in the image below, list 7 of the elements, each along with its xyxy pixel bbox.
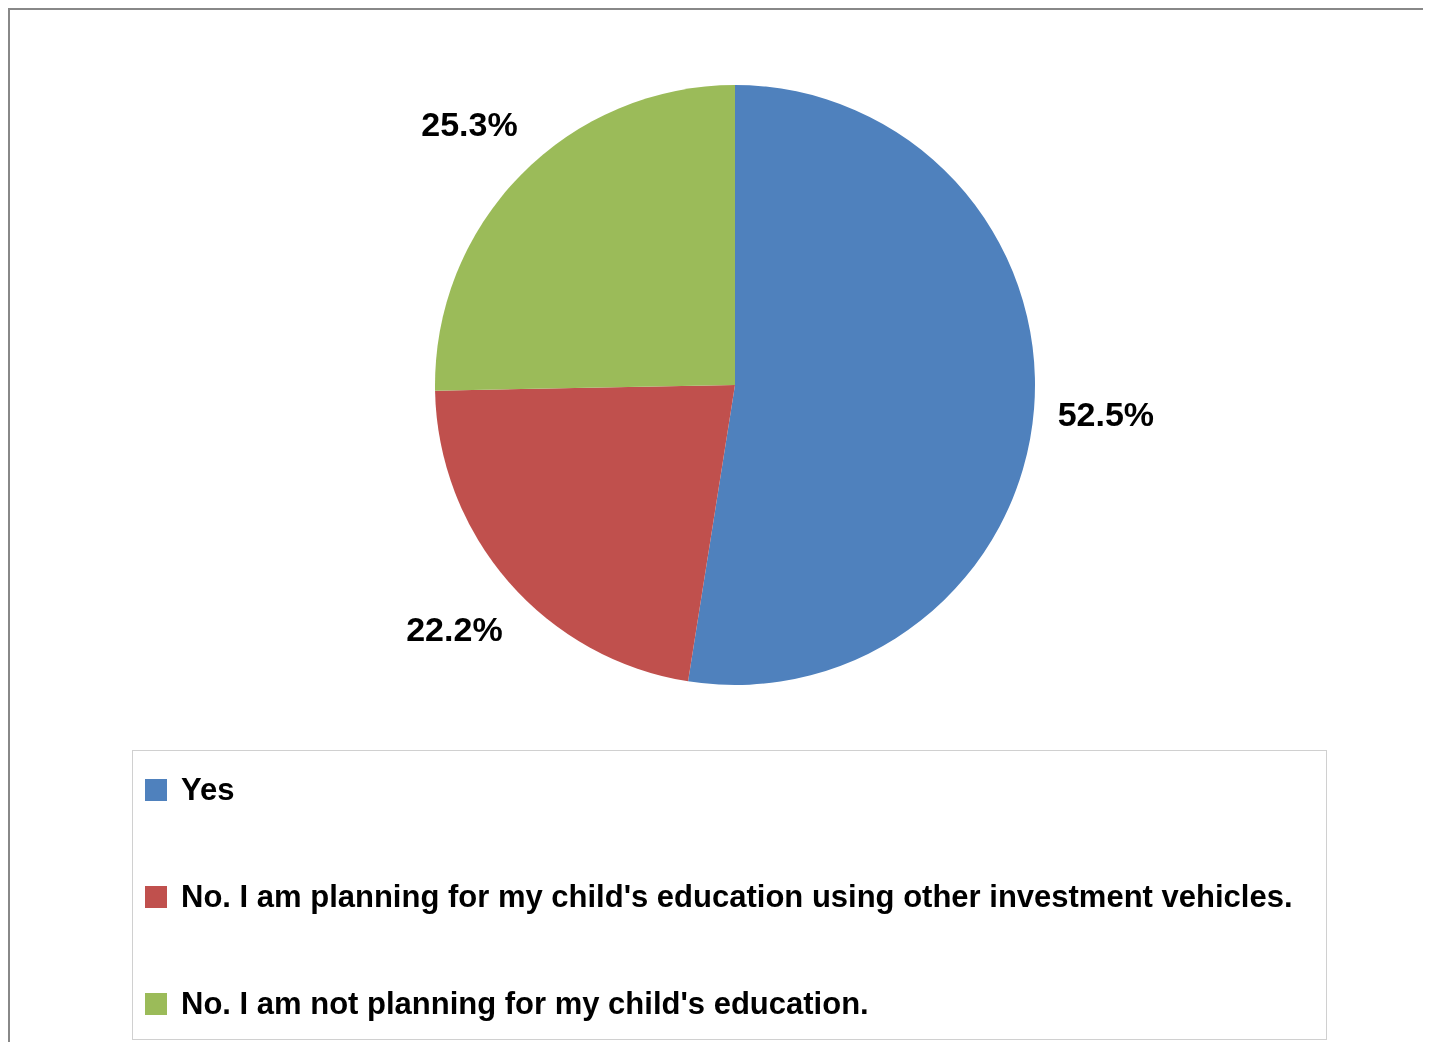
pie-slice — [688, 85, 1035, 685]
legend-label: No. I am planning for my child's education using other investment vehicles. — [181, 878, 1293, 916]
legend-label: Yes — [181, 771, 235, 809]
legend-label: No. I am not planning for my child's education. — [181, 985, 869, 1023]
data-label: 22.2% — [406, 610, 503, 649]
data-label: 52.5% — [1057, 395, 1155, 434]
data-label: 25.3% — [421, 105, 518, 144]
